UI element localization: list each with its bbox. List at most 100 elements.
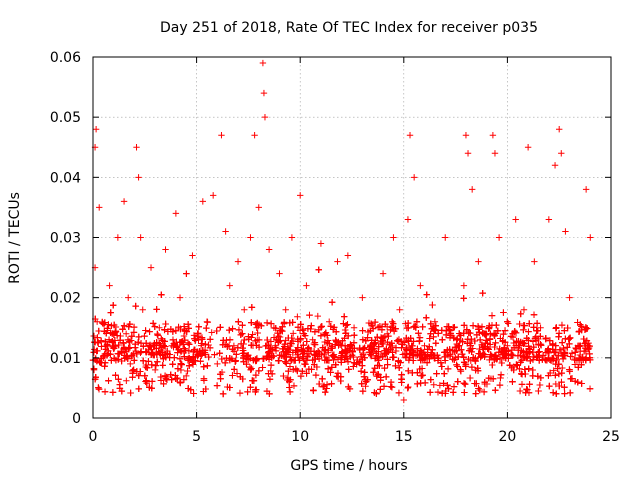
scatter-point — [185, 347, 193, 355]
scatter-point — [449, 347, 457, 354]
scatter-point — [281, 340, 289, 348]
scatter-point — [300, 350, 307, 357]
data-point — [334, 258, 341, 265]
scatter-point — [328, 364, 336, 371]
scatter-point — [362, 383, 369, 390]
scatter-point — [450, 383, 458, 390]
scatter-point — [149, 320, 157, 327]
scatter-point — [513, 338, 520, 345]
data-point — [338, 342, 345, 349]
scatter-point — [474, 323, 482, 330]
scatter-point — [318, 323, 325, 330]
scatter-point — [461, 359, 468, 366]
scatter-point — [423, 291, 430, 298]
data-point — [139, 306, 146, 313]
y-tick-label: 0.02 — [50, 291, 81, 307]
scatter-point — [342, 347, 349, 355]
scatter-point — [491, 356, 498, 364]
scatter-point — [267, 320, 275, 327]
scatter-point — [488, 312, 496, 319]
scatter-point — [519, 339, 526, 347]
scatter-point — [216, 350, 223, 357]
scatter-point — [254, 329, 261, 337]
scatter-point — [525, 343, 532, 350]
scatter-point — [142, 340, 150, 347]
scatter-point — [286, 319, 293, 327]
scatter-point — [416, 365, 423, 373]
scatter-point — [163, 373, 170, 381]
scatter-point — [236, 389, 244, 397]
scatter-point — [348, 342, 355, 349]
scatter-point — [454, 378, 461, 385]
data-point — [172, 210, 180, 217]
scatter-point — [158, 291, 165, 298]
scatter-point — [254, 319, 261, 327]
scatter-point — [231, 366, 238, 373]
scatter-point — [103, 341, 111, 348]
data-point — [156, 324, 163, 331]
scatter-point — [252, 337, 259, 345]
scatter-point — [468, 348, 475, 356]
scatter-point — [169, 360, 176, 368]
scatter-point — [551, 349, 558, 356]
scatter-point — [317, 323, 325, 331]
scatter-point — [294, 338, 302, 345]
scatter-point — [258, 322, 265, 329]
scatter-point — [359, 351, 367, 358]
scatter-point — [316, 349, 323, 357]
scatter-point — [332, 361, 339, 368]
scatter-point — [561, 352, 569, 359]
scatter-point — [535, 335, 542, 343]
scatter-point — [466, 340, 474, 347]
data-point — [359, 294, 366, 301]
scatter-point — [328, 299, 336, 306]
scatter-point — [109, 389, 117, 396]
scatter-point — [561, 390, 568, 397]
scatter-point — [395, 389, 403, 397]
scatter-point — [434, 388, 442, 396]
data-point — [135, 174, 142, 181]
scatter-point — [508, 346, 516, 354]
scatter-point — [337, 377, 344, 385]
scatter-point — [586, 385, 594, 392]
scatter-point — [109, 337, 116, 345]
scatter-point — [370, 369, 377, 376]
scatter-point — [307, 348, 315, 355]
scatter-point — [280, 372, 287, 380]
scatter-point — [513, 361, 520, 368]
scatter-point — [180, 332, 188, 340]
data-point — [110, 342, 117, 349]
scatter-point — [368, 337, 375, 344]
scatter-point — [442, 349, 450, 356]
scatter-point — [476, 386, 483, 394]
scatter-point — [344, 321, 351, 328]
scatter-point — [377, 386, 384, 393]
scatter-point — [266, 376, 274, 383]
scatter-point — [131, 344, 139, 351]
scatter-point — [135, 385, 142, 393]
scatter-point — [476, 345, 483, 353]
scatter-point — [472, 390, 479, 397]
data-point — [90, 366, 98, 374]
scatter-point — [516, 320, 523, 328]
data-point — [556, 126, 563, 133]
data-point — [326, 318, 333, 325]
scatter-point — [287, 357, 295, 364]
scatter-point — [463, 327, 471, 335]
scatter-point — [426, 335, 433, 342]
scatter-point — [211, 351, 218, 358]
x-tick-label: 25 — [602, 429, 620, 445]
data-point — [421, 342, 428, 349]
scatter-point — [533, 353, 540, 360]
scatter-point — [317, 332, 325, 339]
scatter-point — [508, 364, 515, 372]
scatter-point — [205, 341, 212, 349]
scatter-point — [123, 377, 130, 384]
scatter-point — [217, 375, 224, 382]
scatter-point — [523, 348, 530, 356]
scatter-point — [340, 320, 347, 327]
scatter-point — [388, 342, 396, 350]
scatter-point — [432, 326, 439, 333]
scatter-point — [483, 380, 491, 388]
scatter-point — [100, 321, 108, 328]
